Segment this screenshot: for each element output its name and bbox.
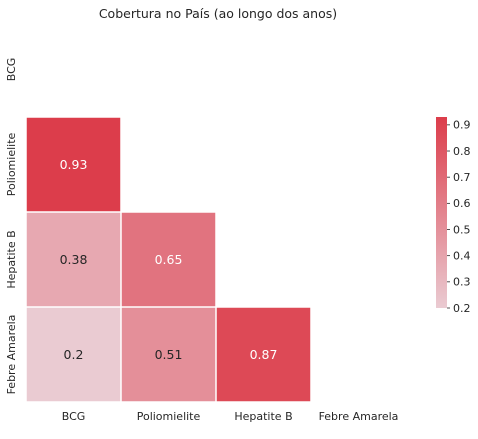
- column-label: Hepatite B: [234, 410, 292, 423]
- cell-value-label: 0.65: [155, 252, 183, 267]
- colorbar-tick-label: 0.4: [453, 249, 471, 262]
- colorbar-tick-label: 0.7: [453, 171, 471, 184]
- column-label: BCG: [62, 410, 86, 423]
- cell-value-label: 0.87: [250, 347, 278, 362]
- chart-title: Cobertura no País (ao longo dos anos): [99, 6, 337, 21]
- cell-value-label: 0.51: [155, 347, 183, 362]
- cell-value-label: 0.2: [64, 347, 84, 362]
- colorbar-tick-label: 0.5: [453, 223, 471, 236]
- heatmap-cell: [121, 307, 216, 402]
- colorbar-tick-label: 0.8: [453, 145, 471, 158]
- colorbar: 0.2 0.3 0.4 0.5 0.6 0.7 0.8 0.9: [436, 117, 471, 315]
- column-label: Poliomielite: [137, 410, 201, 423]
- column-labels: BCG Poliomielite Hepatite B Febre Amarela: [62, 410, 399, 423]
- heatmap-cells: 0.93 0.38 0.65 0.2 0.51 0.87: [26, 117, 311, 402]
- row-label: Febre Amarela: [5, 315, 18, 395]
- row-label: Hepatite B: [5, 230, 18, 288]
- colorbar-tick-label: 0.9: [453, 119, 471, 132]
- row-label: Poliomielite: [5, 132, 18, 196]
- heatmap-cell: [121, 212, 216, 307]
- colorbar-gradient: [436, 117, 447, 308]
- cell-value-label: 0.38: [60, 252, 88, 267]
- row-labels: BCG Poliomielite Hepatite B Febre Amarela: [5, 58, 18, 395]
- heatmap-cell: [26, 212, 121, 307]
- heatmap-cell: [216, 307, 311, 402]
- column-label: Febre Amarela: [319, 410, 399, 423]
- row-label: BCG: [5, 58, 18, 82]
- cell-value-label: 0.93: [60, 157, 88, 172]
- heatmap-cell: [26, 307, 121, 402]
- heatmap-cell: [26, 117, 121, 212]
- colorbar-tick-label: 0.6: [453, 197, 471, 210]
- colorbar-tick-label: 0.3: [453, 276, 471, 289]
- colorbar-tick-label: 0.2: [453, 302, 471, 315]
